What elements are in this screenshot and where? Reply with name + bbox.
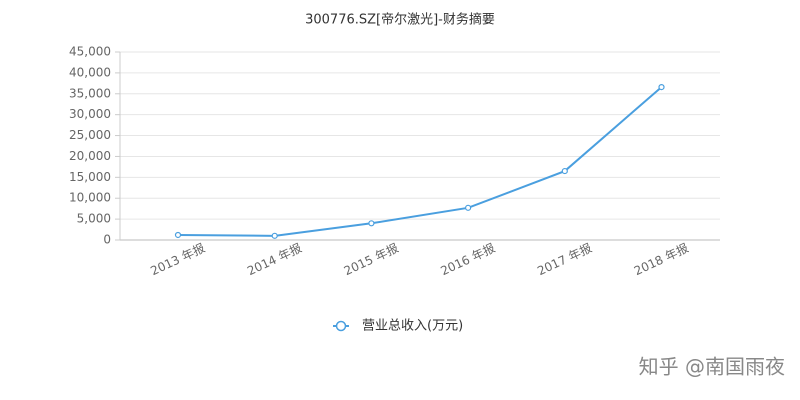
x-tick-label: 2014 年报: [245, 240, 304, 278]
y-tick-label: 5,000: [77, 212, 111, 226]
y-tick-label: 35,000: [69, 86, 111, 100]
y-tick-label: 40,000: [69, 65, 111, 79]
y-tick-label: 30,000: [69, 107, 111, 121]
legend-label: 营业总收入(万元): [362, 319, 463, 334]
y-tick-label: 20,000: [69, 149, 111, 163]
point: [465, 204, 472, 211]
chart-title: 300776.SZ[帝尔激光]-财务摘要: [305, 12, 495, 28]
point: [561, 167, 568, 175]
y-tick-label: 10,000: [69, 191, 111, 205]
y-tick-label: 25,000: [69, 128, 111, 142]
x-tick-label: 2013 年报: [148, 240, 207, 278]
point: [368, 220, 375, 227]
x-tick-label: 2015 年报: [341, 240, 400, 278]
point: [174, 231, 182, 239]
y-tick-label: 15,000: [69, 170, 111, 184]
x-tick-label: 2018 年报: [631, 240, 690, 278]
y-tick-label: 0: [103, 233, 111, 247]
y-tick-label: 45,000: [69, 45, 111, 59]
line: [177, 86, 663, 237]
point: [658, 83, 665, 91]
x-tick-label: 2017 年报: [535, 240, 594, 278]
point: [271, 232, 278, 239]
x-tick-label: 2016 年报: [438, 240, 497, 278]
watermark: 知乎 @南国雨夜: [639, 355, 785, 379]
legend-marker: [335, 320, 347, 332]
